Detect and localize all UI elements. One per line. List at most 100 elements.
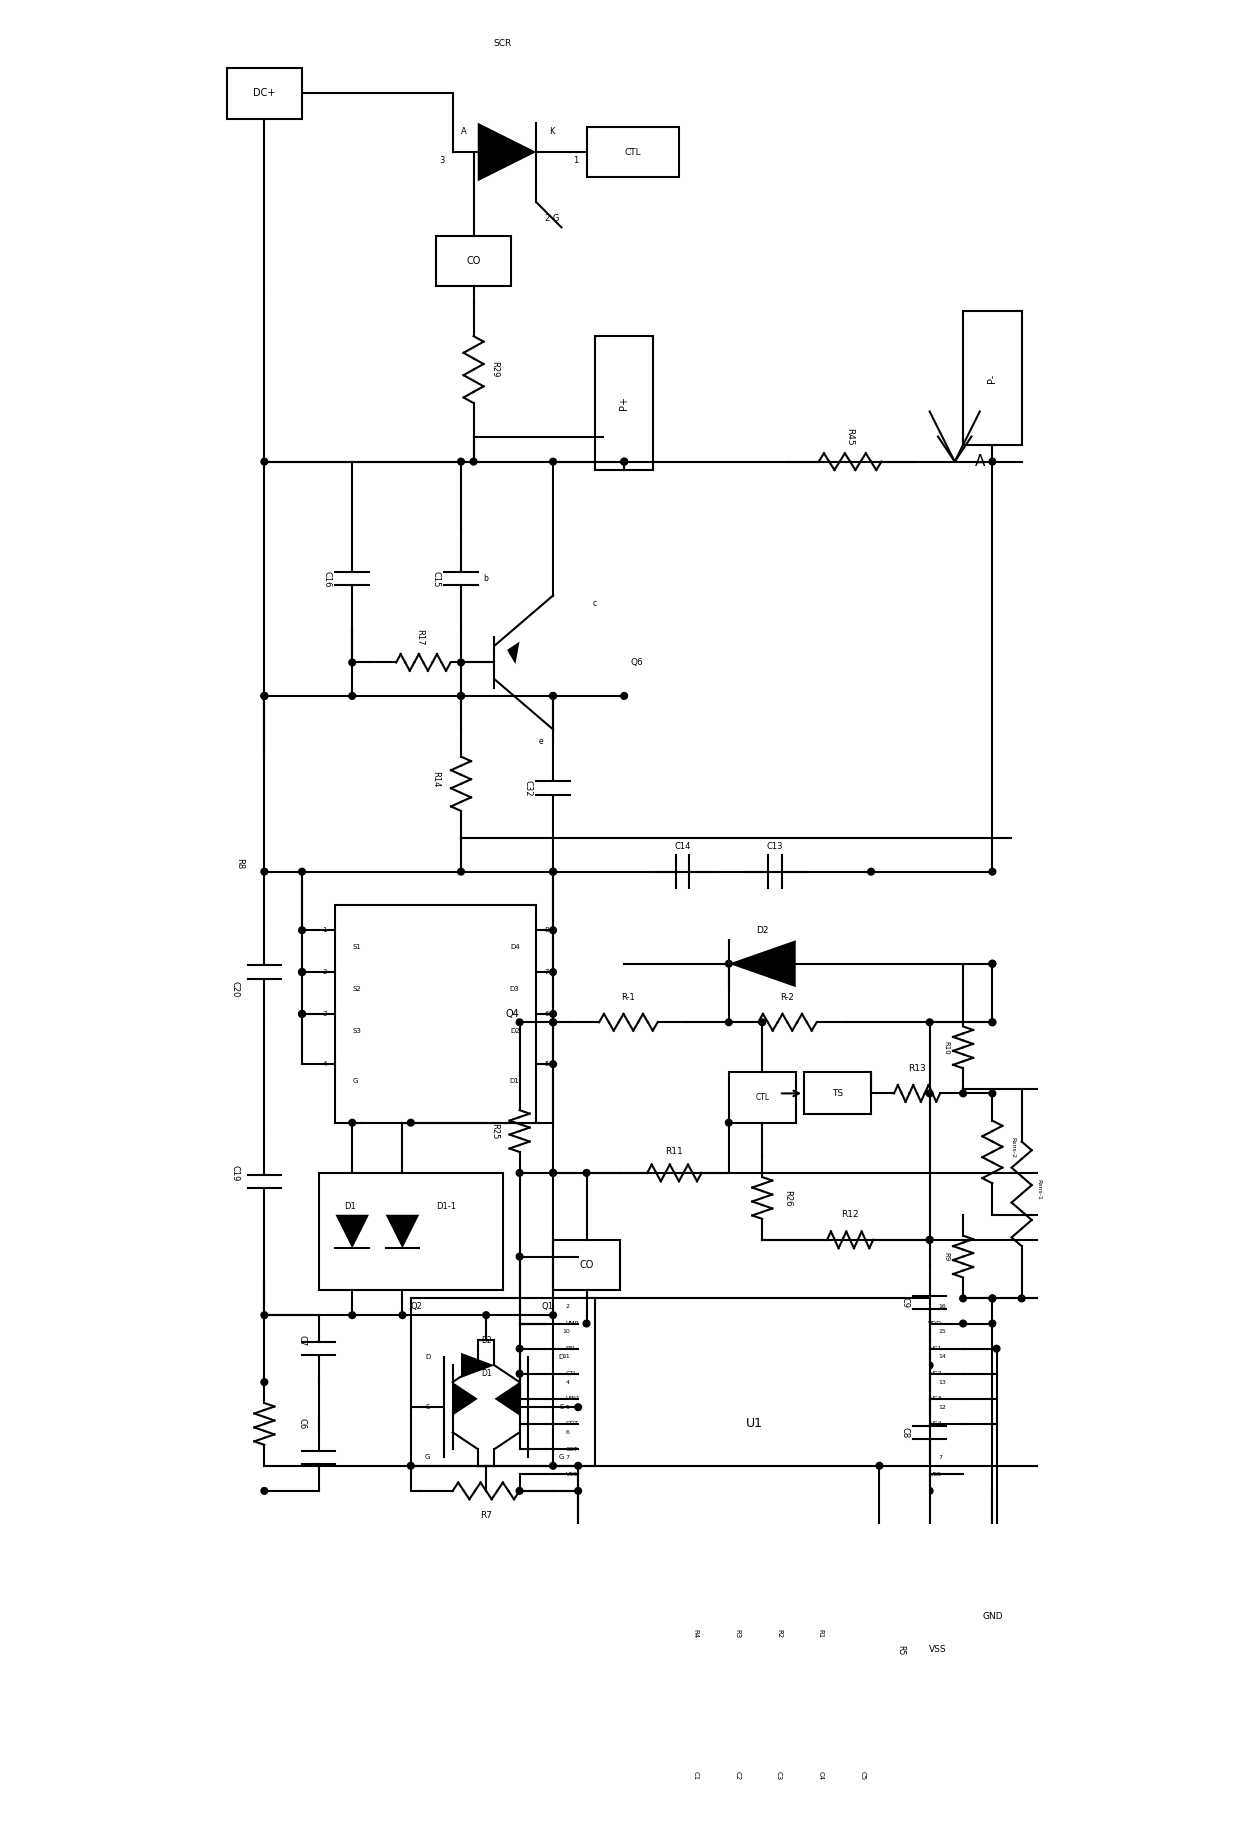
Circle shape xyxy=(458,660,464,665)
Circle shape xyxy=(621,693,627,700)
Text: K: K xyxy=(549,126,554,135)
Text: R26: R26 xyxy=(782,1190,792,1206)
Text: 7: 7 xyxy=(544,969,549,974)
Text: C20: C20 xyxy=(231,980,239,996)
Circle shape xyxy=(549,1011,557,1016)
Circle shape xyxy=(926,1089,932,1097)
Bar xyxy=(595,336,653,470)
Circle shape xyxy=(408,1119,414,1126)
Bar xyxy=(729,1073,796,1122)
Circle shape xyxy=(725,1018,732,1026)
Text: CO: CO xyxy=(466,256,481,265)
Circle shape xyxy=(516,1254,523,1259)
Circle shape xyxy=(549,868,557,876)
Text: S2: S2 xyxy=(352,985,361,993)
Text: 12: 12 xyxy=(937,1404,946,1409)
Circle shape xyxy=(549,1018,557,1026)
Circle shape xyxy=(725,960,732,967)
Text: VC3: VC3 xyxy=(930,1397,942,1402)
Circle shape xyxy=(990,1018,996,1026)
Bar xyxy=(804,1073,870,1115)
Text: Q6: Q6 xyxy=(630,658,644,667)
Text: D2: D2 xyxy=(756,925,769,934)
Circle shape xyxy=(926,1488,932,1493)
Circle shape xyxy=(549,1462,557,1470)
Text: C19: C19 xyxy=(231,1164,239,1181)
Text: D: D xyxy=(425,1355,430,1360)
Text: R4: R4 xyxy=(692,1629,698,1638)
Circle shape xyxy=(299,1011,305,1016)
Circle shape xyxy=(348,1313,356,1318)
Text: GND: GND xyxy=(982,1612,1003,1621)
Text: 10: 10 xyxy=(562,1329,570,1334)
Text: VSS: VSS xyxy=(565,1472,578,1477)
Circle shape xyxy=(408,1462,414,1470)
Text: G: G xyxy=(352,1079,357,1084)
Text: R10: R10 xyxy=(944,1040,950,1055)
Circle shape xyxy=(990,960,996,967)
Text: G: G xyxy=(559,1455,564,1461)
Text: 1: 1 xyxy=(322,927,327,934)
Circle shape xyxy=(621,459,627,464)
Circle shape xyxy=(348,693,356,700)
Text: CO: CO xyxy=(579,1259,594,1270)
Text: CTL: CTL xyxy=(624,148,641,157)
Polygon shape xyxy=(461,1353,495,1378)
Text: S: S xyxy=(425,1404,430,1409)
Text: C1: C1 xyxy=(692,1771,698,1780)
Text: C9: C9 xyxy=(900,1298,909,1309)
Circle shape xyxy=(299,868,305,876)
Circle shape xyxy=(759,1018,765,1026)
Circle shape xyxy=(516,1371,523,1376)
Text: D2: D2 xyxy=(481,1336,491,1345)
Text: Q4: Q4 xyxy=(506,1009,520,1018)
Text: R9: R9 xyxy=(944,1252,950,1261)
Text: C32: C32 xyxy=(523,781,532,797)
Circle shape xyxy=(516,1488,523,1493)
Bar xyxy=(319,1174,503,1291)
Text: 5: 5 xyxy=(544,1060,549,1068)
Circle shape xyxy=(299,969,305,976)
Text: R-1: R-1 xyxy=(621,993,635,1002)
Circle shape xyxy=(621,459,627,464)
Circle shape xyxy=(260,693,268,700)
Text: 15: 15 xyxy=(937,1329,946,1334)
Text: C5: C5 xyxy=(859,1771,866,1780)
Text: VC2: VC2 xyxy=(930,1371,942,1376)
Circle shape xyxy=(299,1011,305,1016)
Text: DC+: DC+ xyxy=(253,88,275,99)
Text: R12: R12 xyxy=(841,1210,859,1219)
Text: VSS: VSS xyxy=(930,1472,942,1477)
Circle shape xyxy=(516,1018,523,1026)
Text: e: e xyxy=(538,737,543,746)
Text: C2: C2 xyxy=(734,1771,740,1780)
Text: VDD: VDD xyxy=(929,1322,942,1325)
Circle shape xyxy=(549,459,557,464)
Text: G: G xyxy=(425,1455,430,1461)
Text: D1-1: D1-1 xyxy=(436,1201,456,1210)
Text: D4: D4 xyxy=(510,943,520,951)
Circle shape xyxy=(875,1462,883,1470)
Circle shape xyxy=(549,1018,557,1026)
Bar xyxy=(410,1298,595,1466)
Bar xyxy=(763,1826,830,1828)
Circle shape xyxy=(549,1313,557,1318)
Text: 4: 4 xyxy=(322,1060,327,1068)
Circle shape xyxy=(960,1294,966,1302)
Circle shape xyxy=(926,1236,932,1243)
Circle shape xyxy=(549,927,557,934)
Text: R13: R13 xyxy=(908,1064,926,1073)
Text: 3: 3 xyxy=(439,155,444,165)
Text: R14: R14 xyxy=(432,771,440,788)
Bar xyxy=(578,1298,930,1550)
Text: 2 G: 2 G xyxy=(544,214,559,223)
Text: SCR: SCR xyxy=(494,38,512,48)
Circle shape xyxy=(458,693,464,700)
Text: 2: 2 xyxy=(565,1305,570,1309)
Polygon shape xyxy=(495,1382,520,1415)
Text: Q2: Q2 xyxy=(410,1302,423,1311)
Text: b: b xyxy=(484,574,489,583)
Polygon shape xyxy=(507,642,520,664)
Text: R29: R29 xyxy=(490,362,498,378)
Circle shape xyxy=(399,1313,405,1318)
